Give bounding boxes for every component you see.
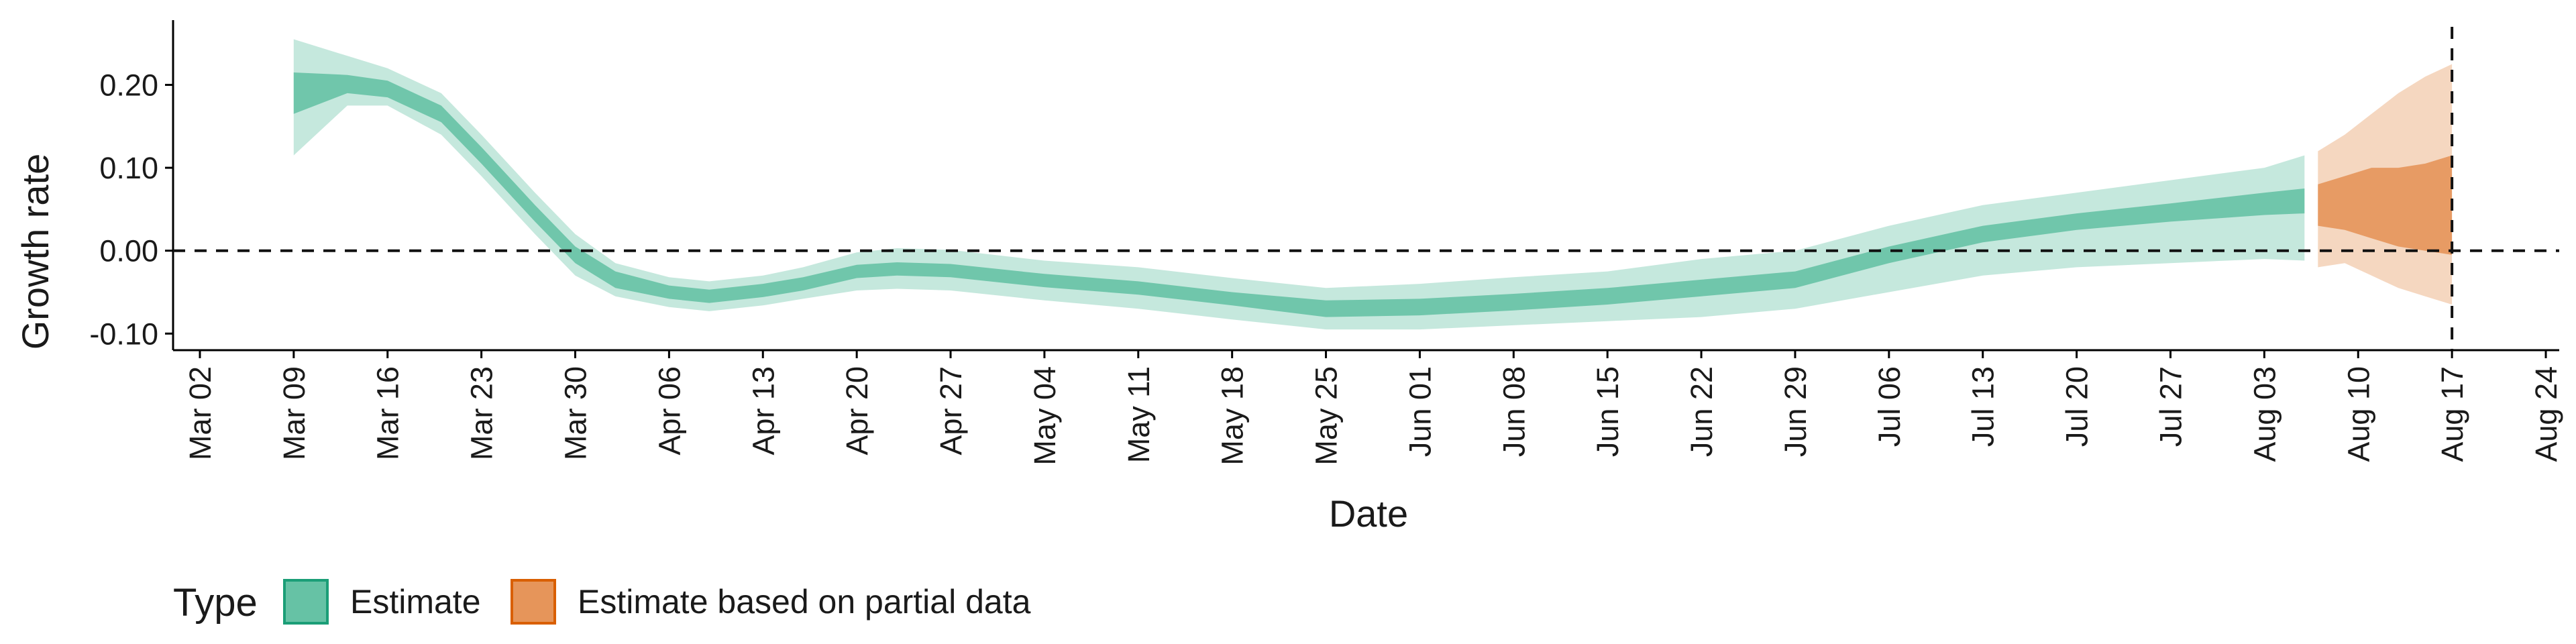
x-tick-label: Mar 16 [371,366,405,460]
x-tick-label: Jun 15 [1591,366,1625,457]
tick-labels: 0.20 0.10 0.00 -0.10 Mar 02 Mar 09 Mar 16 Mar 2… [89,68,2563,466]
x-tick-label: Aug 10 [2341,366,2375,462]
legend-swatch-estimate [283,579,329,625]
x-tick-label: Aug 24 [2529,366,2563,462]
x-tick-label: Jul 20 [2060,366,2094,447]
y-tick-label: 0.10 [99,151,158,185]
legend: Type Estimate Estimate based on partial … [173,579,1031,625]
x-tick-label: Jun 29 [1778,366,1813,457]
x-tick-label: Aug 17 [2435,366,2469,462]
y-tick-label: -0.10 [89,317,158,351]
x-tick-label: Mar 23 [465,366,499,460]
x-tick-label: Jun 08 [1497,366,1531,457]
x-tick-label: May 18 [1216,366,1250,466]
x-tick-label: Jun 22 [1684,366,1719,457]
legend-label-partial: Estimate based on partial data [578,583,1031,621]
band-outer-estimate [293,39,2305,330]
legend-title: Type [173,581,258,625]
y-axis-title: Growth rate [14,154,56,350]
x-tick-label: Jul 13 [1966,366,2000,447]
legend-swatch-partial [511,579,556,625]
y-tick-label: 0.00 [99,234,158,268]
axes [172,20,2559,352]
x-tick-label: Jul 27 [2154,366,2188,447]
band-inner-partial [2318,155,2453,255]
x-tick-label: Mar 30 [559,366,593,460]
x-tick-label: Apr 13 [746,366,780,455]
estimate-bands [293,39,2453,330]
x-tick-label: Apr 27 [934,366,968,455]
x-axis-title: Date [1329,492,1408,535]
x-tick-label: Jun 01 [1403,366,1437,457]
x-tick-label: Aug 03 [2247,366,2282,462]
x-tick-label: May 11 [1122,366,1156,463]
x-tick-label: Apr 06 [652,366,686,455]
x-tick-label: Apr 20 [840,366,874,455]
y-tick-label: 0.20 [99,68,158,103]
legend-label-estimate: Estimate [350,583,481,621]
x-tick-label: Jul 06 [1872,366,1907,447]
x-tick-label: Mar 02 [183,366,217,460]
x-tick-label: May 25 [1309,366,1344,466]
x-tick-label: Mar 09 [277,366,311,460]
x-tick-label: May 04 [1028,366,1062,466]
